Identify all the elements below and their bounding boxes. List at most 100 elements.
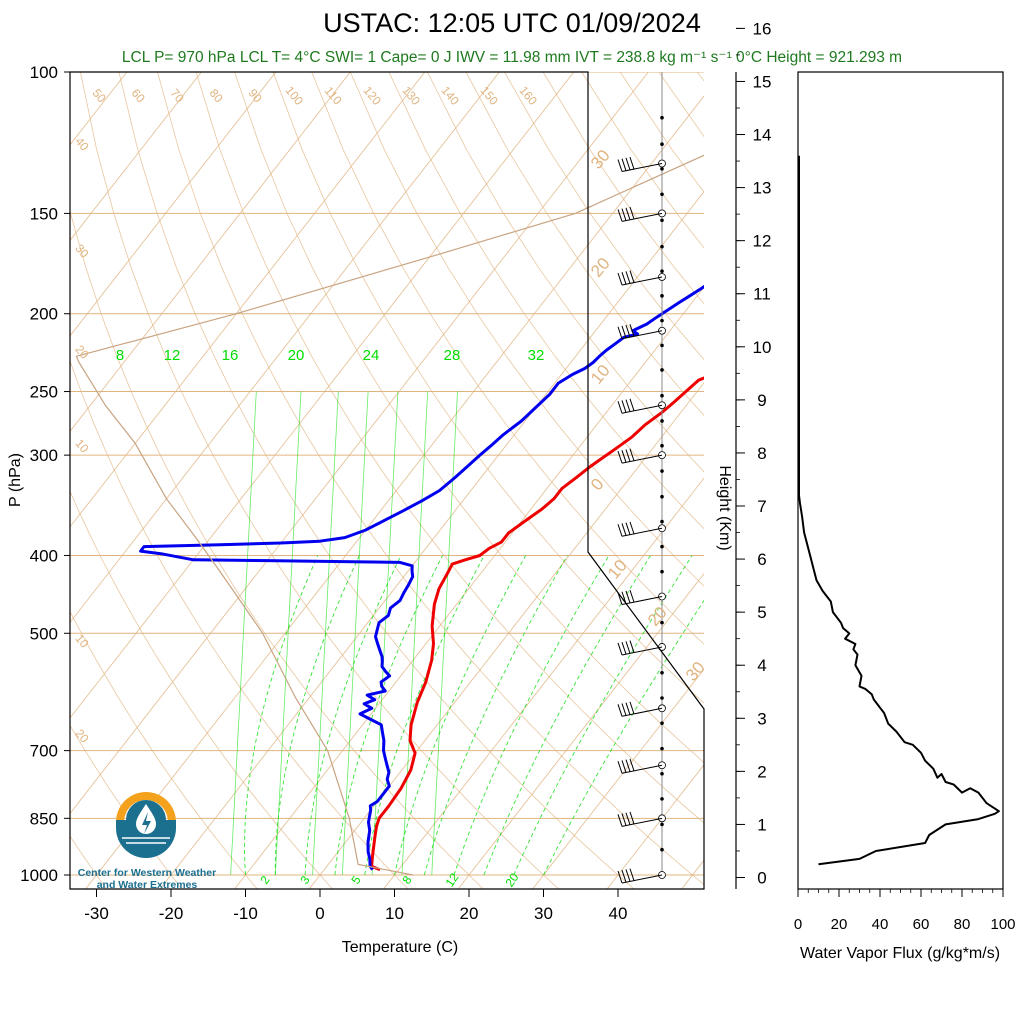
x-tick-label: 0 <box>315 904 324 923</box>
wind-barb-feather <box>621 272 627 285</box>
wind-barb-shaft <box>621 404 663 414</box>
height-tick-label: 9 <box>757 391 766 410</box>
wind-barb-feather <box>617 592 623 605</box>
wind-barb-shaft <box>621 163 663 172</box>
wind-barb-feather <box>625 522 631 535</box>
wind-dot <box>660 620 664 625</box>
height-tick-label: 2 <box>757 762 766 781</box>
moist-adiabat <box>364 555 485 876</box>
mixing-ratio-label: 20 <box>288 347 305 364</box>
wind-barb-feather <box>617 524 623 537</box>
series-water-vapor-flux <box>798 155 1000 866</box>
isotherm-top-label: 60 <box>129 86 149 105</box>
wind-barb-feather <box>625 271 631 284</box>
height-tick-label: 11 <box>753 285 771 304</box>
isotherm <box>70 72 426 528</box>
isotherm <box>383 477 704 889</box>
moist-adiabat <box>274 555 360 875</box>
wind-dot <box>660 269 664 273</box>
wind-barb-feather <box>617 401 623 414</box>
wind-barb-feather <box>625 449 631 462</box>
mixing-ratio-label: 12 <box>164 347 181 364</box>
moist-adiabat <box>244 555 319 876</box>
flux-frame <box>797 71 1004 890</box>
wind-barb-feather <box>625 869 631 882</box>
mixing-ratio-line <box>230 391 257 876</box>
flux-tick-label: 20 <box>831 916 848 933</box>
y-tick-label: 100 <box>30 63 58 82</box>
dry-adiabat <box>619 72 704 193</box>
height-tick-label: 4 <box>757 656 766 675</box>
isotherm-top-label: 130 <box>399 83 423 108</box>
wind-dot <box>660 847 664 852</box>
wind-dot <box>660 343 664 348</box>
logo-bolt-icon <box>142 812 151 834</box>
wind-barbs <box>617 72 666 884</box>
isotherm-right-label: 30 <box>587 146 614 173</box>
isotherm-top-label: 140 <box>438 83 462 108</box>
dry-adiabat <box>311 72 704 645</box>
dry-adiabat <box>157 72 704 886</box>
wind-dot <box>660 443 664 448</box>
isotherm <box>85 95 704 889</box>
wind-dot <box>660 544 664 549</box>
wind-dot <box>660 822 664 827</box>
wind-dot <box>660 368 664 372</box>
height-tick-label: 14 <box>753 126 772 145</box>
wind-dot <box>660 192 664 197</box>
wind-dot <box>660 569 664 574</box>
wind-barb-feather <box>621 870 627 883</box>
mixing-ratio-line <box>371 391 399 876</box>
wind-barb-feather <box>625 157 631 171</box>
x-tick-label: 40 <box>609 904 628 923</box>
wind-barb-feather <box>629 448 635 461</box>
x-tick-label: -10 <box>233 904 258 923</box>
wind-barb-shaft <box>621 817 663 827</box>
isotherm <box>70 72 575 719</box>
wind-barb-feather <box>625 324 631 338</box>
wind-barb-feather <box>625 590 631 604</box>
chart-subtitle: LCL P= 970 hPa LCL T= 4°C SWI= 1 Cape= 0… <box>121 49 903 66</box>
series-dewpoint <box>139 284 704 871</box>
x-tick-label: 20 <box>460 904 479 923</box>
isotherm-top-label: 80 <box>207 86 227 105</box>
wind-dot <box>660 721 664 725</box>
wind-barb-feather <box>621 450 627 463</box>
wind-barb-feather <box>629 640 635 653</box>
isotherm <box>70 72 500 624</box>
isotherm-left-label: 30 <box>72 241 92 260</box>
height-tick-label: 3 <box>757 709 766 728</box>
wind-barb-feather <box>617 272 623 286</box>
isotherm <box>741 35 1024 908</box>
mixing-ratio-line <box>274 391 302 876</box>
wind-barb-shaft <box>621 527 663 537</box>
y-tick-label: 300 <box>30 446 58 465</box>
dry-adiabat <box>658 72 704 138</box>
dry-adiabat <box>70 209 484 889</box>
wind-barb-shaft <box>621 707 663 717</box>
mixing-ratio-label: 16 <box>222 347 239 364</box>
isotherm-left-label: 10 <box>72 436 92 455</box>
dry-adiabat <box>80 72 560 889</box>
x-tick-label: 10 <box>385 904 404 923</box>
y-tick-label: 850 <box>30 809 58 828</box>
wind-dot <box>660 746 664 751</box>
height-tick-label: 1 <box>757 815 766 834</box>
chart-title: USTAC: 12:05 UTC 01/09/2024 <box>323 8 701 38</box>
isotherm <box>70 72 277 337</box>
wind-dot <box>660 797 664 801</box>
flux-tick-label: 40 <box>872 916 889 933</box>
x-tick-label: -20 <box>159 904 184 923</box>
wind-dot <box>660 469 664 473</box>
dry-adiabat <box>195 72 704 824</box>
flux-tick-label: 0 <box>794 916 802 933</box>
dry-adiabat <box>118 72 635 889</box>
wind-barb-feather <box>617 761 623 774</box>
wind-barb-shaft <box>621 874 663 884</box>
wind-barb-feather <box>621 325 627 339</box>
flux-y-label: Height (Km) <box>716 465 733 550</box>
wind-dot <box>660 318 664 323</box>
wind-barb-feather <box>625 207 631 220</box>
isotherm <box>70 72 649 815</box>
